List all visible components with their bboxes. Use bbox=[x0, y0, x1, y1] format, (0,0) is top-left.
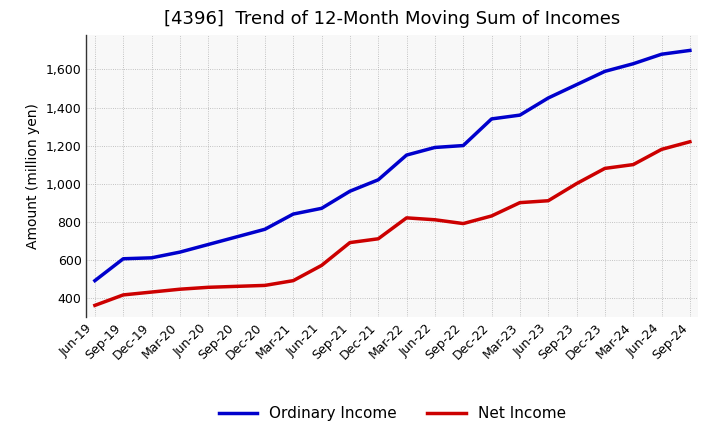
Ordinary Income bbox=[600, 69, 609, 74]
Net Income bbox=[459, 221, 467, 226]
Net Income bbox=[657, 147, 666, 152]
Ordinary Income bbox=[374, 177, 382, 183]
Net Income bbox=[204, 285, 212, 290]
Net Income bbox=[431, 217, 439, 222]
Net Income bbox=[289, 278, 297, 283]
Ordinary Income bbox=[261, 227, 269, 232]
Net Income bbox=[261, 283, 269, 288]
Net Income bbox=[318, 263, 326, 268]
Net Income bbox=[374, 236, 382, 242]
Line: Ordinary Income: Ordinary Income bbox=[95, 51, 690, 281]
Net Income bbox=[629, 162, 637, 167]
Ordinary Income bbox=[402, 152, 411, 158]
Ordinary Income bbox=[431, 145, 439, 150]
Ordinary Income bbox=[487, 116, 496, 121]
Y-axis label: Amount (million yen): Amount (million yen) bbox=[26, 103, 40, 249]
Ordinary Income bbox=[176, 249, 184, 255]
Ordinary Income bbox=[91, 278, 99, 283]
Ordinary Income bbox=[204, 242, 212, 247]
Ordinary Income bbox=[657, 51, 666, 57]
Ordinary Income bbox=[629, 61, 637, 66]
Ordinary Income bbox=[289, 211, 297, 216]
Ordinary Income bbox=[685, 48, 694, 53]
Net Income bbox=[516, 200, 524, 205]
Net Income bbox=[148, 290, 156, 295]
Line: Net Income: Net Income bbox=[95, 142, 690, 305]
Ordinary Income bbox=[544, 95, 552, 101]
Ordinary Income bbox=[233, 234, 241, 239]
Net Income bbox=[544, 198, 552, 203]
Net Income bbox=[176, 286, 184, 292]
Net Income bbox=[346, 240, 354, 245]
Ordinary Income bbox=[346, 189, 354, 194]
Net Income bbox=[119, 292, 127, 297]
Net Income bbox=[600, 166, 609, 171]
Net Income bbox=[572, 181, 581, 186]
Legend: Ordinary Income, Net Income: Ordinary Income, Net Income bbox=[212, 400, 572, 427]
Net Income bbox=[487, 213, 496, 219]
Ordinary Income bbox=[148, 255, 156, 260]
Ordinary Income bbox=[516, 113, 524, 118]
Net Income bbox=[91, 303, 99, 308]
Ordinary Income bbox=[459, 143, 467, 148]
Net Income bbox=[402, 215, 411, 220]
Net Income bbox=[233, 284, 241, 289]
Ordinary Income bbox=[119, 256, 127, 261]
Title: [4396]  Trend of 12-Month Moving Sum of Incomes: [4396] Trend of 12-Month Moving Sum of I… bbox=[164, 10, 621, 28]
Ordinary Income bbox=[318, 206, 326, 211]
Ordinary Income bbox=[572, 82, 581, 87]
Net Income bbox=[685, 139, 694, 144]
